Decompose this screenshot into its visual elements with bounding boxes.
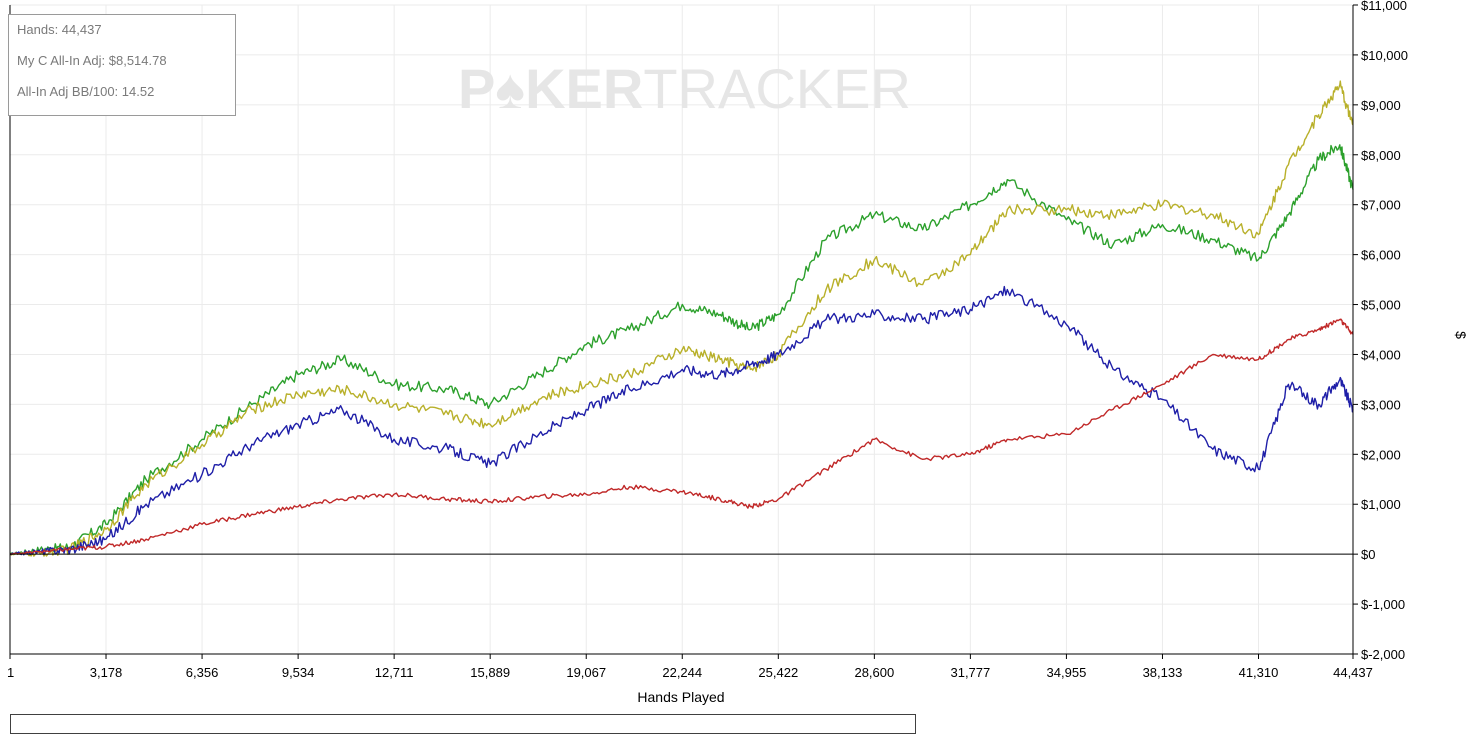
y-tick-label: $10,000: [1361, 48, 1408, 63]
y-tick-label: $1,000: [1361, 497, 1401, 512]
series-line-2: [9, 80, 1354, 557]
y-tick-label: $0: [1361, 547, 1375, 562]
series-line-1: [9, 144, 1354, 556]
y-tick-label: $8,000: [1361, 148, 1401, 163]
legend-box: [10, 714, 916, 734]
x-tick-label: 41,310: [1239, 665, 1279, 680]
x-tick-label: 19,067: [566, 665, 606, 680]
x-tick-label: 6,356: [186, 665, 219, 680]
x-tick-label: 12,711: [375, 665, 414, 680]
x-tick-label: 9,534: [282, 665, 315, 680]
allin-adj-winnings: My C All-In Adj: $8,514.78: [17, 53, 167, 68]
y-tick-label: $3,000: [1361, 397, 1401, 412]
x-tick-label: 25,422: [758, 665, 798, 680]
tick-labels: 1 3,178 6,356 9,534 12,711 15,889 19,067 22,244…: [7, 0, 1408, 680]
y-tick-label: $11,000: [1361, 0, 1407, 13]
watermark-bold: P♠KER: [458, 57, 643, 120]
watermark-light: TRACKER: [643, 57, 911, 120]
x-tick-label: 28,600: [854, 665, 894, 680]
allin-adj-bb100: All-In Adj BB/100: 14.52: [17, 84, 155, 99]
y-tick-label: $2,000: [1361, 447, 1401, 462]
watermark: P♠KERTRACKER: [458, 57, 911, 120]
x-tick-label: 3,178: [90, 665, 123, 680]
series-lines: [9, 80, 1354, 557]
x-tick-label: 15,889: [470, 665, 510, 680]
x-axis-title: Hands Played: [637, 689, 724, 705]
x-tick-label: 44,437: [1333, 665, 1373, 680]
x-tick-label: 34,955: [1047, 665, 1087, 680]
x-tick-label: 38,133: [1143, 665, 1183, 680]
y-tick-label: $9,000: [1361, 98, 1401, 113]
y-tick-label: $-1,000: [1361, 597, 1405, 612]
y-tick-label: $-2,000: [1361, 647, 1405, 662]
stats-info-box: Hands: 44,437 My C All-In Adj: $8,514.78…: [8, 14, 236, 116]
y-tick-label: $5,000: [1361, 298, 1401, 313]
x-tick-label: 22,244: [662, 665, 702, 680]
y-axis-title: $: [1453, 331, 1468, 339]
y-tick-label: $6,000: [1361, 248, 1401, 263]
y-tick-label: $7,000: [1361, 198, 1401, 213]
series-line-4: [9, 318, 1354, 555]
x-tick-label: 1: [7, 665, 14, 680]
x-tick-label: 31,777: [950, 665, 990, 680]
y-tick-label: $4,000: [1361, 347, 1401, 362]
hands-count: Hands: 44,437: [17, 22, 102, 37]
series-line-3: [9, 285, 1354, 556]
